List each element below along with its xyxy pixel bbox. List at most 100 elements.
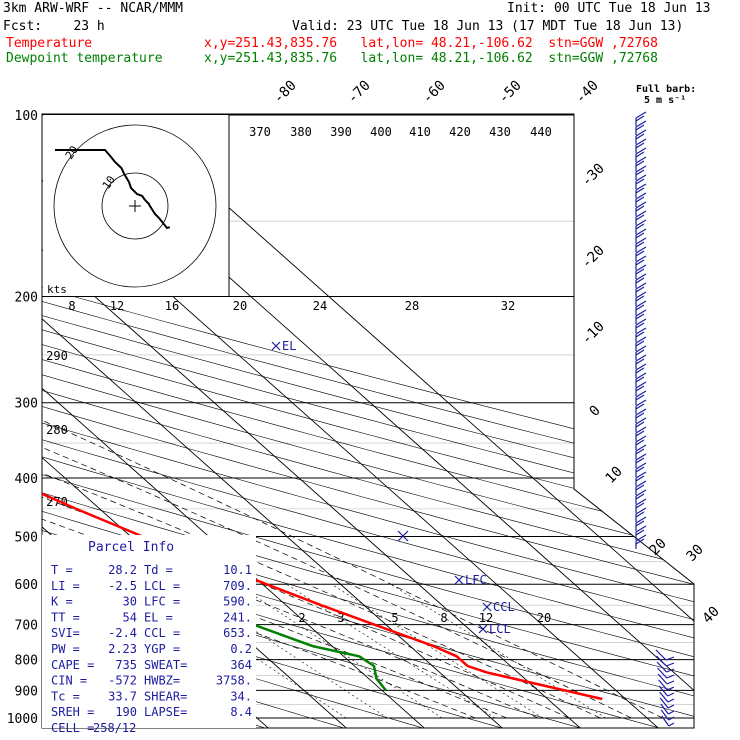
parcel-field-label: SREH =	[51, 705, 94, 719]
parcel-field-label: HWBZ=	[144, 674, 180, 688]
dry-adiabat	[42, 114, 694, 728]
wind-barb	[666, 668, 675, 673]
parcel-field-value: 709.	[223, 579, 252, 593]
pressure-tick-label: 800	[15, 654, 38, 669]
wind-barb	[635, 421, 645, 428]
isotherm	[42, 114, 506, 728]
dry-adiabat	[42, 114, 694, 728]
wind-barb	[635, 237, 647, 245]
parcel-field-value: 590.	[223, 595, 252, 609]
parcel-field-value: -2.4	[108, 626, 137, 640]
wind-barb	[635, 156, 647, 164]
wind-barb	[635, 124, 645, 131]
wind-barb	[635, 340, 645, 347]
wind-barb	[635, 349, 645, 356]
dry-adiabat	[42, 114, 694, 728]
wind-barb	[635, 381, 647, 389]
parcel-field-value: 241.	[223, 610, 252, 624]
wind-barb	[659, 691, 669, 703]
dry-adiabat	[42, 114, 694, 728]
wind-barb	[635, 471, 647, 479]
wind-barb	[635, 115, 645, 122]
wind-barb	[656, 661, 667, 673]
temperature-axis-label: -60	[420, 78, 449, 107]
temperature-axis-label: 10	[603, 464, 626, 487]
wind-barb	[635, 268, 645, 275]
mixing-ratio-label: 8	[440, 611, 447, 625]
wind-barb	[635, 457, 645, 464]
wind-key-title: Full barb:	[636, 84, 696, 95]
theta-label: 280	[46, 423, 68, 437]
theta-label: 290	[46, 349, 68, 363]
wind-barb	[635, 228, 647, 236]
wind-barb	[657, 667, 668, 679]
parcel-field-label: EL =	[144, 610, 173, 624]
theta-label: 440	[530, 125, 552, 139]
forecast-hour: Fcst: 23 h	[3, 19, 105, 34]
pressure-tick-label: 100	[15, 109, 38, 124]
moist-adiabat	[42, 296, 476, 719]
pressure-tick-label: 500	[15, 530, 38, 545]
pressure-tick-label: 400	[15, 472, 38, 487]
moist-adiabat	[42, 296, 538, 719]
wind-barb	[635, 520, 645, 527]
temperature-axis-label: 0	[587, 403, 604, 420]
wind-barb	[635, 475, 645, 482]
hodograph-ring	[53, 124, 217, 288]
hodograph-trace	[55, 149, 171, 230]
parcel-field-label: CELL =	[51, 721, 94, 735]
parcel-tick	[397, 530, 409, 542]
wind-barb	[635, 259, 645, 266]
wind-barb	[635, 363, 647, 371]
wind-barb	[635, 336, 647, 344]
wind-barb	[667, 704, 675, 709]
ccl-marker: CCL	[493, 600, 515, 614]
hodograph-ring-label: 10	[100, 173, 118, 191]
wind-barb	[635, 367, 645, 374]
wind-key-units: 5 m s⁻¹	[644, 95, 686, 106]
parcel-field-label: Tc =	[51, 689, 80, 703]
wind-barb	[635, 219, 647, 227]
wind-barb	[635, 498, 647, 506]
wind-barb	[635, 295, 645, 302]
ccl-marker-x	[482, 602, 492, 612]
wind-barb	[635, 516, 647, 524]
temperature-axis-label: -80	[271, 78, 300, 107]
parcel-field-value: 3758.	[216, 674, 252, 688]
wind-barb	[635, 358, 645, 365]
wind-barb	[635, 210, 647, 218]
dry-adiabat	[42, 114, 694, 728]
wind-barb	[635, 502, 645, 509]
parcel-field-label: YGP =	[144, 642, 180, 656]
parcel-field-label: TT =	[51, 610, 80, 624]
wind-barb	[635, 439, 645, 446]
mixing-ratio-line	[390, 583, 606, 719]
theta-label: 380	[290, 125, 312, 139]
wind-barb	[635, 318, 647, 326]
wind-barb	[658, 679, 668, 691]
wind-barb	[635, 160, 645, 167]
wind-barb	[635, 331, 645, 338]
temperature-axis-label: -10	[579, 319, 608, 348]
wind-barb	[635, 372, 647, 380]
dry-adiabat	[42, 114, 694, 728]
temperature-axis-label: -40	[573, 78, 602, 107]
wind-barb	[635, 466, 645, 473]
init-time: Init: 00 UTC Tue 18 Jun 13	[507, 1, 711, 16]
wind-barb	[635, 183, 647, 191]
temperature-legend: Temperature	[6, 36, 93, 51]
wind-barb	[667, 698, 675, 703]
dewpoint-station-info: x,y=251.43,835.76 lat,lon= 48.21,-106.62…	[204, 51, 658, 66]
wind-barb	[635, 111, 647, 119]
temperature-station-info: x,y=251.43,835.76 lat,lon= 48.21,-106.62…	[204, 36, 658, 51]
wind-barb	[635, 430, 645, 437]
parcel-field-label: LCL =	[144, 579, 180, 593]
wind-barb	[635, 192, 647, 200]
wind-barb	[635, 529, 645, 536]
moist-adiabat-label: 20	[233, 299, 247, 313]
wind-barb	[666, 680, 675, 685]
mixing-ratio-label: 20	[537, 611, 551, 625]
pressure-tick-label: 900	[15, 684, 38, 699]
parcel-info-title: Parcel Info	[88, 540, 174, 555]
wind-barb	[635, 201, 647, 209]
